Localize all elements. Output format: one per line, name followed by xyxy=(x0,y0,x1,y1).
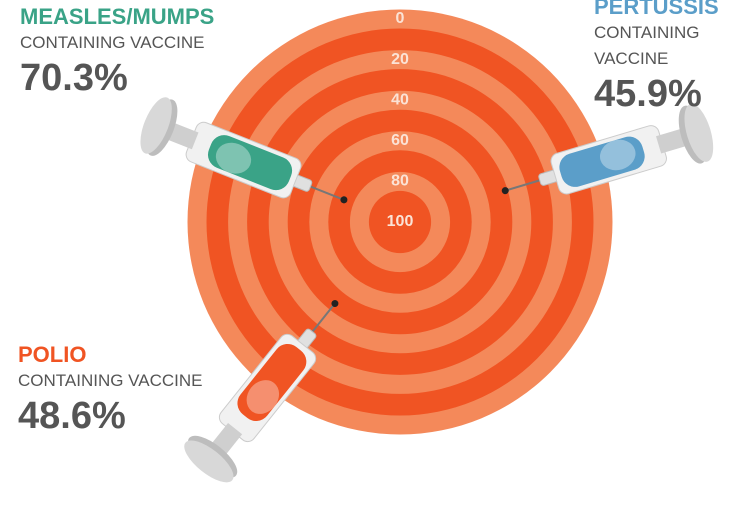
value-label: 70.3% xyxy=(20,56,280,100)
series-name: POLIO xyxy=(18,342,278,368)
page: 0 20 40 60 80 100 MEASLES/MUMPS CONTAINING VA… xyxy=(0,0,738,513)
value-label: 45.9% xyxy=(594,72,724,116)
label-measles: MEASLES/MUMPS CONTAINING VACCINE 70.3% xyxy=(20,4,280,100)
ring-label: 20 xyxy=(391,51,409,68)
ring-label: 0 xyxy=(396,10,405,27)
ring-label: 40 xyxy=(391,91,409,108)
ring-label: 100 xyxy=(387,213,414,230)
ring-label: 60 xyxy=(391,132,409,149)
label-pertussis: PERTUSSIS CONTAINING VACCINE 45.9% xyxy=(594,0,724,116)
series-name: PERTUSSIS xyxy=(594,0,724,20)
ring-label: 80 xyxy=(391,173,409,190)
series-name: MEASLES/MUMPS xyxy=(20,4,280,30)
series-caption: CONTAINING VACCINE xyxy=(594,20,724,72)
series-caption: CONTAINING VACCINE xyxy=(18,368,278,394)
value-label: 48.6% xyxy=(18,394,278,438)
series-caption: CONTAINING VACCINE xyxy=(20,30,280,56)
label-polio: POLIO CONTAINING VACCINE 48.6% xyxy=(18,342,278,438)
